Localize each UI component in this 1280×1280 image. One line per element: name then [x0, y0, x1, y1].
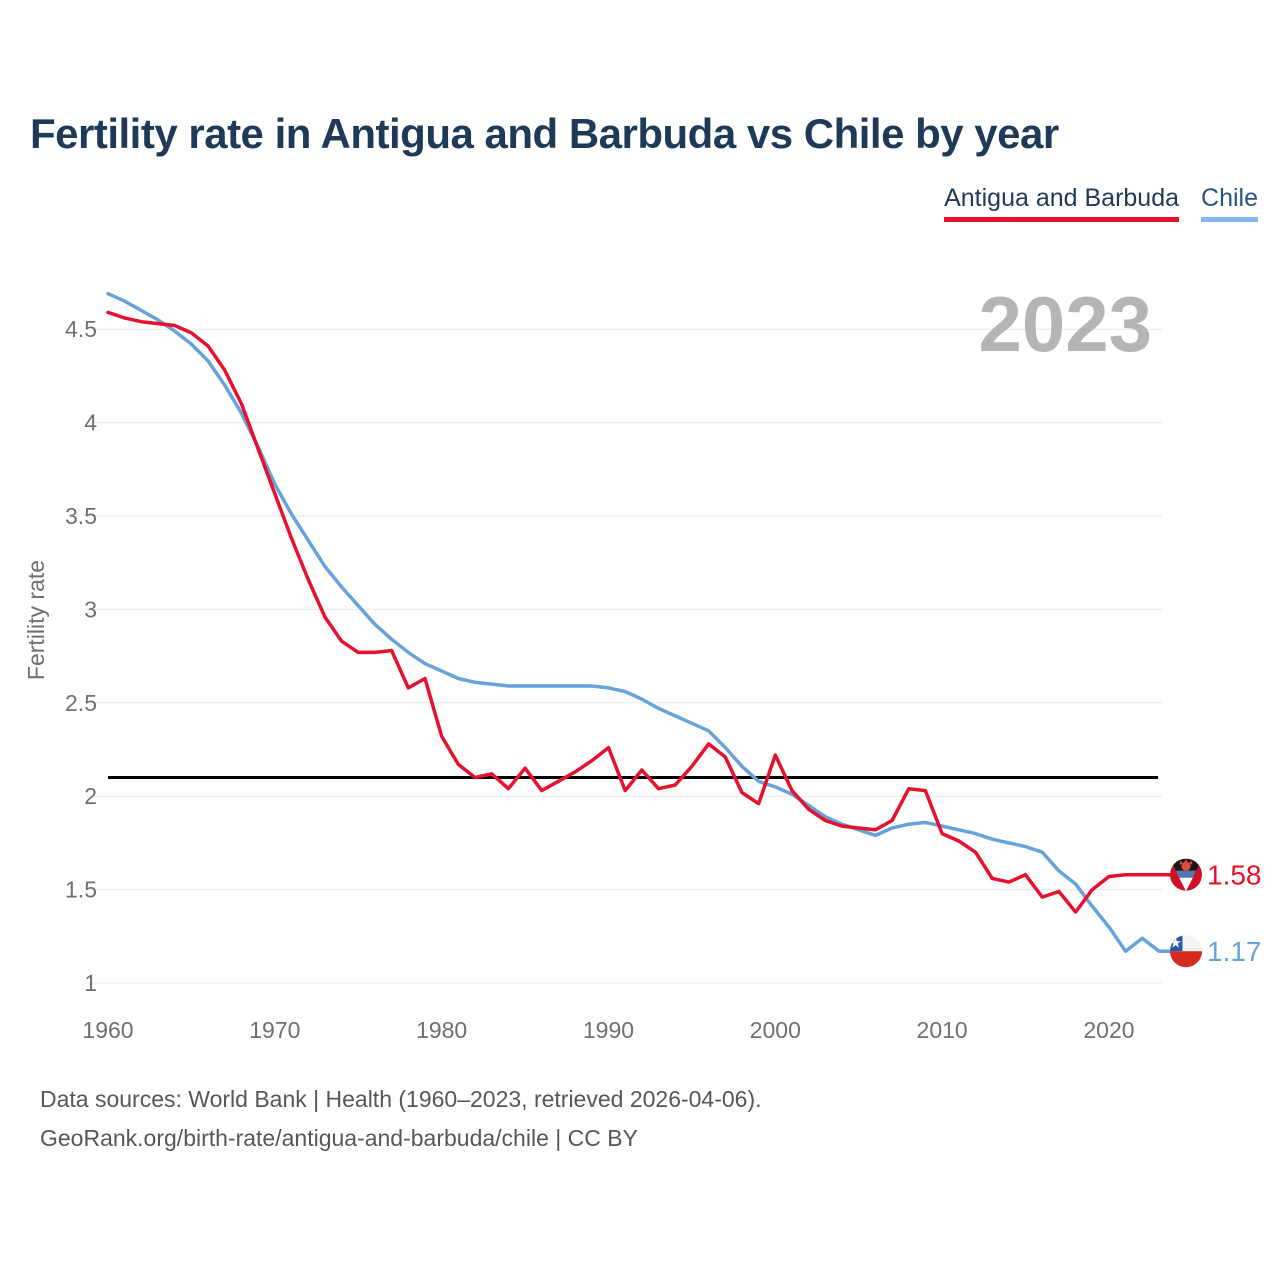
legend-item-chile[interactable]: Chile: [1201, 184, 1258, 222]
y-axis-title: Fertility rate: [23, 560, 49, 680]
x-tick-label: 2010: [917, 1017, 968, 1043]
x-tick-label: 1970: [249, 1017, 300, 1043]
y-tick-label: 2: [84, 783, 97, 809]
series-line-chile: [106, 291, 1176, 953]
x-tick-label: 2000: [750, 1017, 801, 1043]
footer-attribution: GeoRank.org/birth-rate/antigua-and-barbu…: [40, 1125, 638, 1151]
flag-icon-antigua-and-barbuda: [1170, 858, 1202, 891]
y-tick-label: 2.5: [65, 690, 97, 716]
watermark-year: 2023: [978, 280, 1152, 368]
y-tick-label: 1.5: [65, 877, 97, 903]
x-tick-label: 1990: [583, 1017, 634, 1043]
y-tick-label: 3: [84, 596, 97, 622]
series-line-antigua-and-barbuda: [106, 310, 1176, 914]
footer-data-sources: Data sources: World Bank | Health (1960–…: [40, 1086, 762, 1112]
legend: Antigua and Barbuda Chile: [944, 184, 1258, 222]
x-tick-label: 1980: [416, 1017, 467, 1043]
page-title: Fertility rate in Antigua and Barbuda vs…: [30, 110, 1059, 157]
end-value-label-chile: 1.17: [1207, 936, 1262, 967]
svg-text:★: ★: [1169, 935, 1182, 951]
y-tick-label: 3.5: [65, 503, 97, 529]
legend-item-antigua-and-barbuda[interactable]: Antigua and Barbuda: [944, 184, 1180, 222]
flag-icon-chile: ★: [1169, 935, 1202, 968]
y-tick-label: 4.5: [65, 316, 97, 342]
y-tick-label: 4: [84, 410, 97, 436]
x-tick-label: 2020: [1083, 1017, 1134, 1043]
y-tick-label: 1: [84, 970, 97, 996]
x-tick-label: 1960: [82, 1017, 133, 1043]
end-value-label-antigua-and-barbuda: 1.58: [1207, 860, 1262, 891]
footer: Data sources: World Bank | Health (1960–…: [40, 1080, 762, 1158]
